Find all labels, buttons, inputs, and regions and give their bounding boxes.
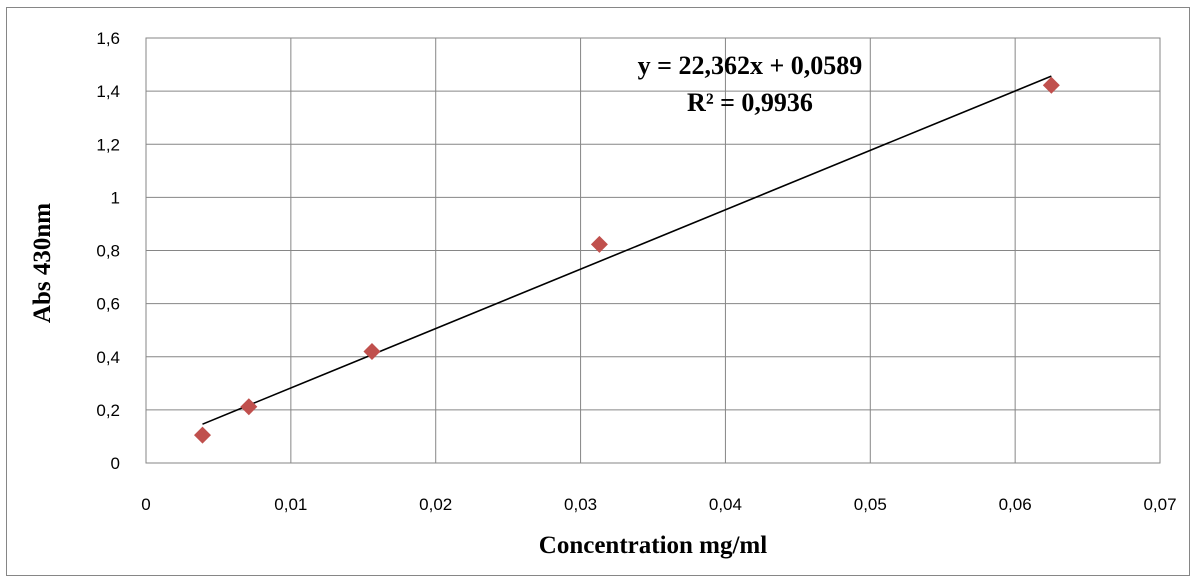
y-tick-label: 0 — [111, 454, 120, 473]
chart-frame — [6, 7, 1190, 576]
y-axis-title: Abs 430nm — [29, 203, 56, 323]
data-point — [240, 398, 258, 416]
y-tick-label: 0,8 — [96, 242, 120, 261]
gridlines — [145, 37, 1161, 464]
trendline — [202, 75, 1052, 425]
r-squared-label: R² = 0,9936 — [687, 88, 813, 117]
data-point — [193, 426, 211, 444]
trendline-equation: y = 22,362x + 0,0589 — [638, 51, 863, 80]
x-tick-label: 0,02 — [419, 495, 452, 514]
y-tick-label: 0,4 — [96, 348, 120, 367]
y-tick-label: 1 — [111, 188, 120, 207]
x-tick-label: 0,05 — [854, 495, 887, 514]
x-tick-label: 0,01 — [274, 495, 307, 514]
y-tick-label: 1,2 — [96, 135, 120, 154]
y-tick-labels: 0 0,2 0,4 0,6 0,8 1 1,2 1,4 1,6 — [96, 29, 120, 473]
x-tick-label: 0 — [141, 495, 150, 514]
x-tick-label: 0,07 — [1143, 495, 1176, 514]
x-tick-label: 0,04 — [709, 495, 742, 514]
trendline-group — [202, 75, 1052, 425]
plot-area — [145, 37, 1161, 464]
x-tick-labels: 0 0,01 0,02 0,03 0,04 0,05 0,06 0,07 — [141, 495, 1176, 514]
x-axis-title: Concentration mg/ml — [539, 532, 767, 559]
y-tick-label: 0,2 — [96, 401, 120, 420]
data-point — [590, 235, 608, 253]
y-tick-label: 1,6 — [96, 29, 120, 48]
y-tick-label: 0,6 — [96, 295, 120, 314]
data-points — [193, 76, 1060, 444]
data-point — [1042, 76, 1060, 94]
x-tick-label: 0,06 — [999, 495, 1032, 514]
x-tick-label: 0,03 — [564, 495, 597, 514]
y-tick-label: 1,4 — [96, 82, 120, 101]
data-point — [363, 342, 381, 360]
